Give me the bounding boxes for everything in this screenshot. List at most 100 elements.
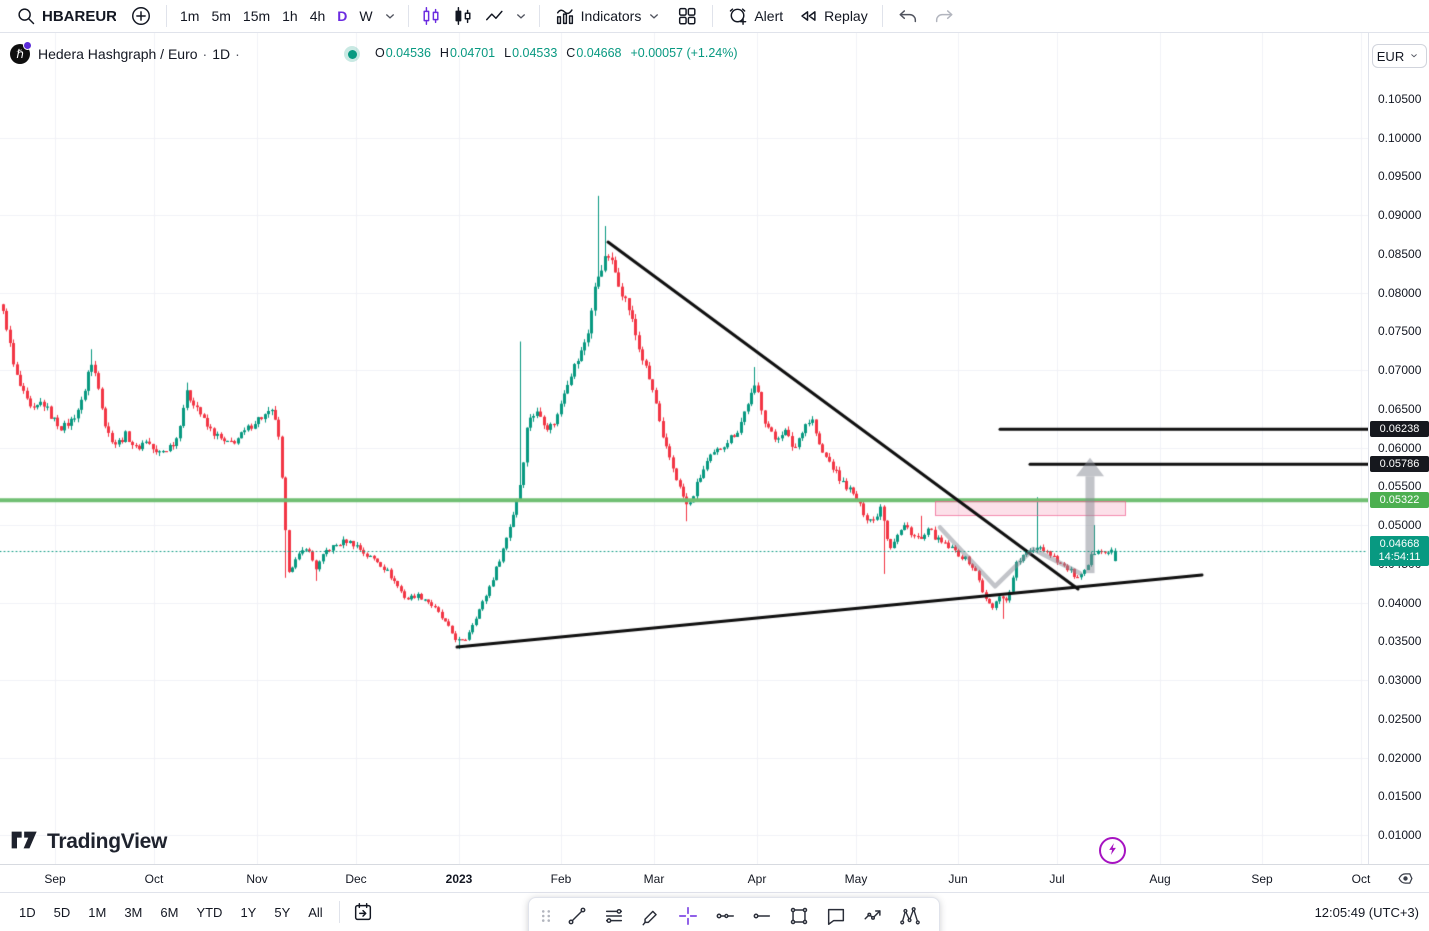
time-axis-label-sep[interactable]: Sep <box>44 872 66 886</box>
price-tick: 0.01000 <box>1378 828 1422 842</box>
compare-add-button[interactable] <box>123 3 159 29</box>
time-axis[interactable]: Sep Oct Nov Dec 2023 Feb Mar Apr May Jun Jul Aug Sep… <box>0 864 1429 892</box>
search-icon <box>15 5 37 27</box>
high-label: H <box>439 46 449 60</box>
price-tick: 0.06000 <box>1378 440 1422 455</box>
rectangle-icon <box>788 905 810 930</box>
undo-button[interactable] <box>890 3 926 29</box>
chart-style-line-chart[interactable] <box>480 3 510 29</box>
time-axis-label-aug[interactable]: Aug <box>1149 872 1171 886</box>
time-axis-label-oct[interactable]: Oct <box>1351 872 1371 886</box>
draw-tool-trend-line[interactable] <box>560 902 594 931</box>
chevron-down-icon <box>646 8 662 24</box>
chart-pane: ℏ Hedera Hashgraph / Euro · 1D · O 0.0453… <box>0 33 1429 864</box>
price-axis[interactable]: EUR 0.10500 0.10000 0.09500 0.09000 0.08500 0… <box>1368 33 1429 864</box>
redo-icon <box>933 5 955 27</box>
draw-tool-parallel-lines[interactable] <box>597 902 631 931</box>
tradingview-watermark: TradingView <box>10 828 167 855</box>
price-chart-canvas[interactable] <box>0 33 1368 864</box>
flash-trade-button[interactable] <box>1099 837 1126 864</box>
time-axis-label-sep[interactable]: Sep <box>1251 872 1273 886</box>
interval-button-1m[interactable]: 1m <box>180 8 200 24</box>
draw-tool-rectangle[interactable] <box>782 902 816 931</box>
range-button-5d[interactable]: 5D <box>53 904 71 920</box>
time-axis-label-apr[interactable]: Apr <box>747 872 767 886</box>
redo-button[interactable] <box>926 3 962 29</box>
pattern-arrow-icon <box>862 905 884 930</box>
range-button-6m[interactable]: 6M <box>160 904 179 920</box>
parallel-lines-icon <box>603 905 625 930</box>
range-button-all[interactable]: All <box>308 904 323 920</box>
layout-grid-button[interactable] <box>669 3 705 29</box>
range-button-1m[interactable]: 1M <box>88 904 107 920</box>
separator <box>338 901 340 923</box>
indicators-button[interactable]: Indicators <box>547 3 670 29</box>
time-axis-label-jul[interactable]: Jul <box>1049 872 1065 886</box>
draw-tool-crosshair[interactable] <box>671 902 705 931</box>
interval-button-w[interactable]: W <box>359 8 373 24</box>
time-axis-label-may[interactable]: May <box>844 872 868 886</box>
currency-toggle-button[interactable]: EUR <box>1372 44 1427 68</box>
go-to-date-button[interactable] <box>347 899 379 925</box>
interval-button-15m[interactable]: 15m <box>242 8 271 24</box>
interval-dropdown-button[interactable] <box>379 3 401 29</box>
chart-style-hollow-candles[interactable] <box>448 3 478 29</box>
time-axis-label-oct[interactable]: Oct <box>144 872 164 886</box>
price-tick: 0.03000 <box>1378 673 1422 688</box>
badge-price: 0.06238 <box>1379 422 1420 435</box>
draw-tool-xabcd[interactable] <box>893 902 927 931</box>
plus-circle-icon <box>130 5 152 27</box>
chevron-down-icon <box>382 8 398 24</box>
draw-tool-horizontal-ray[interactable] <box>708 902 742 931</box>
draw-tool-info-line[interactable] <box>745 902 779 931</box>
symbol-legend[interactable]: ℏ Hedera Hashgraph / Euro · 1D · O 0.0453… <box>10 41 738 65</box>
low-label: L <box>504 46 512 60</box>
drawbar-drag-handle[interactable] <box>535 905 557 930</box>
session-clock[interactable]: 12:05:49 (UTC+3) <box>1314 904 1419 920</box>
interval-button-4h[interactable]: 4h <box>309 8 326 24</box>
indicators-icon <box>554 5 576 27</box>
range-button-ytd[interactable]: YTD <box>196 904 223 920</box>
legend-separator: · <box>235 46 240 62</box>
change-value: +0.00057 (+1.24%) <box>630 46 738 60</box>
layout-grid-icon <box>676 5 698 27</box>
draw-tool-brush[interactable] <box>634 902 668 931</box>
interval-button-5m[interactable]: 5m <box>211 8 231 24</box>
price-tick: 0.10500 <box>1378 92 1422 106</box>
time-axis-label-mar[interactable]: Mar <box>643 872 665 886</box>
open-label: O <box>375 46 385 60</box>
chart-style-dropdown-button[interactable] <box>510 3 532 29</box>
draw-tool-comment[interactable] <box>819 902 853 931</box>
price-level-badge: 0.05786 <box>1370 456 1429 473</box>
time-axis-label-dec[interactable]: Dec <box>345 872 367 886</box>
gear-icon[interactable] <box>1397 870 1414 890</box>
separator <box>407 5 409 27</box>
symbol-search-button[interactable]: HBAREUR <box>8 3 123 29</box>
close-value: 0.04668 <box>576 46 622 60</box>
price-tick: 0.02000 <box>1378 750 1422 765</box>
range-button-3m[interactable]: 3M <box>124 904 143 920</box>
time-axis-label-2023[interactable]: 2023 <box>445 872 473 886</box>
time-axis-label-nov[interactable]: Nov <box>246 872 268 886</box>
price-tick: 0.06500 <box>1378 401 1422 416</box>
range-button-1y[interactable]: 1Y <box>240 904 257 920</box>
price-tick: 0.08000 <box>1378 285 1422 300</box>
ohlc-values: O 0.04536 H 0.04701 L 0.04533 C 0.04668 +0.0… <box>375 46 738 60</box>
interval-button-1h[interactable]: 1h <box>282 8 298 24</box>
range-button-1d[interactable]: 1D <box>19 904 36 920</box>
watermark-text: TradingView <box>47 829 168 853</box>
legend-interval[interactable]: 1D <box>212 46 231 62</box>
chart-style-candles[interactable] <box>416 3 446 29</box>
time-axis-label-jun[interactable]: Jun <box>948 872 968 886</box>
symbol-title[interactable]: Hedera Hashgraph / Euro <box>38 46 198 62</box>
market-status-dot[interactable] <box>344 46 360 62</box>
currency-label: EUR <box>1376 48 1405 64</box>
alert-button[interactable]: Alert <box>720 3 790 29</box>
draw-tool-pattern-arrow[interactable] <box>856 902 890 931</box>
replay-button[interactable]: Replay <box>790 3 875 29</box>
replay-icon <box>797 5 819 27</box>
time-axis-label-feb[interactable]: Feb <box>550 872 572 886</box>
brush-icon <box>640 905 662 930</box>
range-button-5y[interactable]: 5Y <box>274 904 291 920</box>
interval-button-d[interactable]: D <box>337 8 348 24</box>
